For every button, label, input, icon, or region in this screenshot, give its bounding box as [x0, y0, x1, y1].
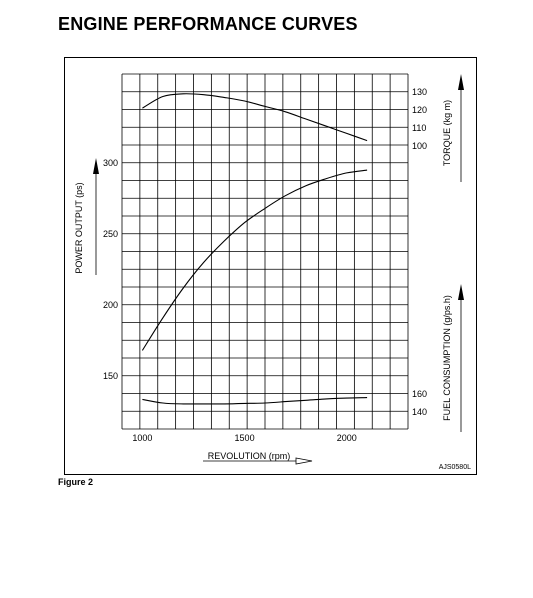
- x-tick-label: 1000: [132, 433, 152, 443]
- y-tick-label: 250: [103, 229, 118, 239]
- series-axis-arrow-head-0: [93, 158, 99, 174]
- y-tick-label: 120: [412, 105, 427, 115]
- y-tick-label: 150: [103, 371, 118, 381]
- series-axis-arrow-head-2: [458, 284, 464, 300]
- x-axis-arrow-head: [295, 457, 313, 465]
- series-axis-label-1: TORQUE (kg m): [442, 100, 452, 166]
- page-title: ENGINE PERFORMANCE CURVES: [58, 14, 358, 34]
- x-tick-label: 2000: [337, 433, 357, 443]
- series-axis-label-0: POWER OUTPUT (ps): [74, 182, 84, 273]
- y-tick-label: 130: [412, 87, 427, 97]
- chart-labels: 1000 1500 2000 REVOLUTION (rpm) 150 200 250 300…: [74, 74, 464, 465]
- y-tick-label: 200: [103, 300, 118, 310]
- figure-caption: Figure 2: [58, 477, 94, 487]
- series-line-0: [141, 169, 368, 351]
- series-line-1: [142, 93, 368, 142]
- y-tick-label: 300: [103, 158, 118, 168]
- figure-reference-code: AJS0580L: [439, 464, 471, 471]
- y-tick-label: 160: [412, 389, 427, 399]
- series-axis-arrow-head-1: [458, 74, 464, 90]
- series-line-2: [142, 397, 368, 405]
- chart-curves: [141, 93, 368, 405]
- x-tick-label: 1500: [235, 433, 255, 443]
- y-tick-label: 140: [412, 407, 427, 417]
- y-tick-label: 100: [412, 141, 427, 151]
- x-axis-label: REVOLUTION (rpm): [208, 451, 291, 461]
- chart-grid: [121, 73, 409, 430]
- series-axis-label-2: FUEL CONSUMPTION (g/ps.h): [442, 295, 452, 421]
- y-tick-label: 110: [412, 123, 426, 133]
- figure-frame: [64, 57, 477, 475]
